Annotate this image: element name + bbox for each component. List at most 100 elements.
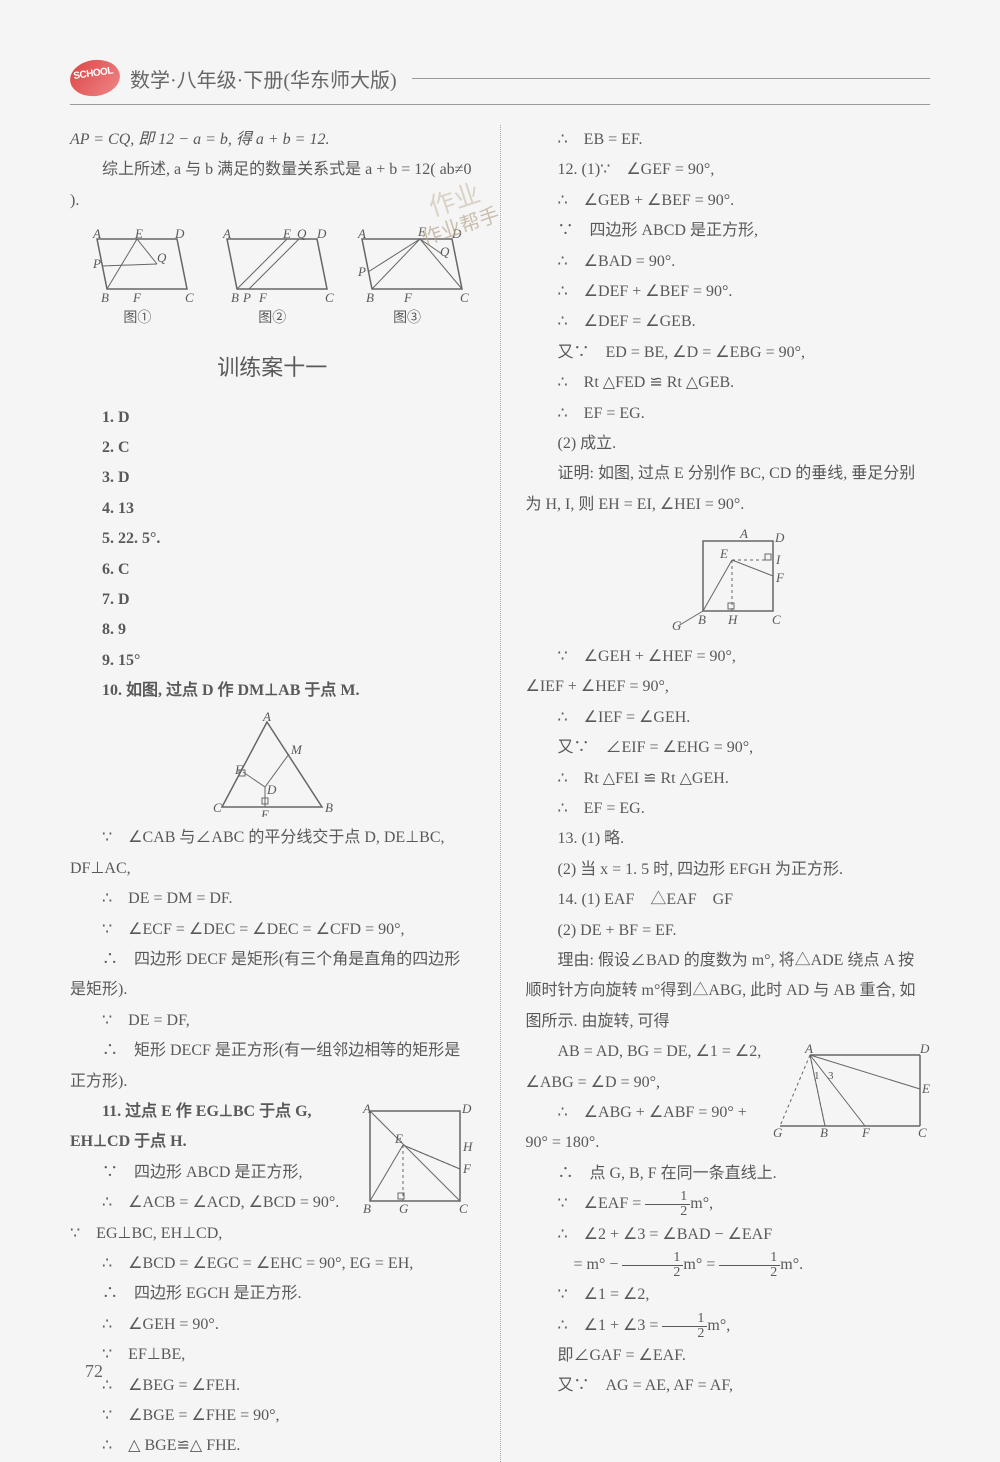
r-mid-3: 又∵ ∠EIF = ∠EHG = 90°, — [526, 733, 931, 763]
svg-text:B: B — [698, 612, 706, 627]
r-mid-10: 理由: 假设∠BAD 的度数为 m°, 将△ADE 绕点 A 按顺时针方向旋转 … — [526, 946, 931, 1037]
answer-8: 8. 9 — [70, 615, 475, 645]
p11-line-8: ∵ ∠BGE = ∠FHE = 90°, — [70, 1401, 475, 1431]
r-mid-6: 13. (1) 略. — [526, 824, 931, 854]
parallelogram-3-svg: A E D Q P B F C — [342, 224, 472, 304]
svg-text:A: A — [362, 1101, 371, 1116]
svg-text:B: B — [363, 1201, 371, 1216]
r-mid-1: ∠IEF + ∠HEF = 90°, — [526, 672, 931, 702]
svg-text:D: D — [919, 1041, 930, 1056]
svg-text:C: C — [459, 1201, 468, 1216]
left-line-1: AP = CQ, 即 12 − a = b, 得 a + b = 12. — [70, 125, 475, 155]
svg-text:Q: Q — [297, 226, 307, 241]
svg-text:E: E — [719, 546, 728, 561]
svg-text:E: E — [394, 1131, 403, 1146]
svg-text:3: 3 — [828, 1070, 834, 1082]
column-divider — [500, 125, 501, 1462]
svg-text:Q: Q — [157, 250, 167, 265]
header-title: 数学·八年级·下册(华东师大版) — [130, 64, 397, 93]
svg-text:E: E — [282, 226, 291, 241]
page-header: 数学·八年级·下册(华东师大版) — [70, 60, 930, 105]
svg-text:D: D — [774, 530, 785, 545]
answer-1: 1. D — [70, 403, 475, 433]
answer-10: 10. 如图, 过点 D 作 DM⊥AB 于点 M. — [70, 676, 475, 706]
svg-text:H: H — [462, 1139, 473, 1154]
r-mid-5: ∴ EF = EG. — [526, 794, 931, 824]
svg-text:A: A — [92, 226, 101, 241]
svg-text:F: F — [403, 290, 413, 304]
svg-text:E: E — [260, 807, 269, 817]
header-rule — [412, 78, 930, 79]
p10-line-3: ∴ 四边形 DECF 是矩形(有三个角是直角的四边形是矩形). — [70, 945, 475, 1006]
p10-line-4: ∵ DE = DF, — [70, 1006, 475, 1036]
svg-text:F: F — [462, 1161, 472, 1176]
p11-line-2: ∵ EG⊥BC, EH⊥CD, — [70, 1219, 475, 1249]
r-eq-3: = m° − 12m° = 12m°. — [526, 1250, 931, 1280]
svg-text:C: C — [185, 290, 194, 304]
svg-text:C: C — [772, 612, 781, 627]
svg-text:E: E — [417, 224, 426, 239]
p11-line-7: ∴ ∠BEG = ∠FEH. — [70, 1371, 475, 1401]
svg-text:A: A — [262, 712, 271, 724]
content-columns: AP = CQ, 即 12 − a = b, 得 a + b = 12. 综上所… — [70, 125, 930, 1462]
r-top-1: 12. (1)∵ ∠GEF = 90°, — [526, 155, 931, 185]
r-top-3: ∵ 四边形 ABCD 是正方形, — [526, 216, 931, 246]
p11-line-4: ∴ 四边形 EGCH 是正方形. — [70, 1279, 475, 1309]
r-mid-7: (2) 当 x = 1. 5 时, 四边形 EFGH 为正方形. — [526, 855, 931, 885]
svg-text:F: F — [258, 290, 268, 304]
svg-text:B: B — [101, 290, 109, 304]
p10-line-5: ∴ 矩形 DECF 是正方形(有一组邻边相等的矩形是正方形). — [70, 1036, 475, 1097]
svg-text:D: D — [461, 1101, 472, 1116]
r-mid-8: 14. (1) EAF △EAF GF — [526, 885, 931, 915]
r-bot-2: ∴ 点 G, B, F 在同一条直线上. — [526, 1159, 931, 1189]
svg-text:B: B — [325, 800, 333, 815]
svg-text:A: A — [804, 1041, 813, 1056]
r-mid-4: ∴ Rt △FEI ≌ Rt △GEH. — [526, 764, 931, 794]
figure-3-label: 图③ — [340, 306, 475, 333]
r-top-7: 又∵ ED = BE, ∠D = ∠EBG = 90°, — [526, 338, 931, 368]
parallelogram-2-svg: A E Q D B P F C — [207, 224, 337, 304]
svg-text:1: 1 — [814, 1070, 820, 1082]
q12-figure: A D E I F G B H C — [658, 526, 798, 636]
svg-text:D: D — [316, 226, 327, 241]
figure-3: A E D Q P B F C 图③ — [340, 224, 475, 333]
right-column: ∴ EB = EF. 12. (1)∵ ∠GEF = 90°, ∴ ∠GEB +… — [526, 125, 931, 1462]
left-column: AP = CQ, 即 12 − a = b, 得 a + b = 12. 综上所… — [70, 125, 475, 1462]
svg-text:F: F — [861, 1125, 871, 1140]
r-top-2: ∴ ∠GEB + ∠BEF = 90°. — [526, 186, 931, 216]
svg-text:G: G — [399, 1201, 409, 1216]
svg-text:C: C — [213, 800, 222, 815]
r-mid-2: ∴ ∠IEF = ∠GEH. — [526, 703, 931, 733]
r-eq-7: 又∵ AG = AE, AF = AF, — [526, 1371, 931, 1401]
r-top-4: ∴ ∠BAD = 90°. — [526, 247, 931, 277]
svg-text:D: D — [174, 226, 185, 241]
p11-line-9: ∴ △ BGE≌△ FHE. — [70, 1431, 475, 1461]
p10-line-1: ∴ DE = DM = DF. — [70, 884, 475, 914]
svg-text:C: C — [460, 290, 469, 304]
section-title: 训练案十一 — [70, 347, 475, 389]
answer-7: 7. D — [70, 585, 475, 615]
svg-text:P: P — [242, 290, 251, 304]
svg-text:C: C — [918, 1125, 927, 1140]
page-number: 72 — [85, 1361, 103, 1382]
figure-2: A E Q D B P F C 图② — [205, 224, 340, 333]
answer-3: 3. D — [70, 463, 475, 493]
r-eq-1: ∵ ∠EAF = 12m°, — [526, 1189, 931, 1219]
q14-figure: A D E G B F C 1 3 — [770, 1041, 930, 1141]
r-top-11: 证明: 如图, 过点 E 分别作 BC, CD 的垂线, 垂足分别为 H, I,… — [526, 459, 931, 520]
r-top-6: ∴ ∠DEF = ∠GEB. — [526, 307, 931, 337]
answer-4: 4. 13 — [70, 494, 475, 524]
svg-text:G: G — [773, 1125, 783, 1140]
r-top-5: ∴ ∠DEF + ∠BEF = 90°. — [526, 277, 931, 307]
school-logo — [68, 57, 123, 100]
p11-line-3: ∴ ∠BCD = ∠EGC = ∠EHC = 90°, EG = EH, — [70, 1249, 475, 1279]
svg-text:F: F — [234, 762, 244, 777]
svg-text:G: G — [672, 618, 682, 633]
p11-line-6: ∵ EF⊥BE, — [70, 1340, 475, 1370]
r-mid-9: (2) DE + BF = EF. — [526, 916, 931, 946]
svg-text:F: F — [132, 290, 142, 304]
p10-line-0: ∵ ∠CAB 与∠ABC 的平分线交于点 D, DE⊥BC, DF⊥AC, — [70, 823, 475, 884]
q11-figure: A D E H F B G C — [355, 1101, 475, 1221]
r-eq-2: ∴ ∠2 + ∠3 = ∠BAD − ∠EAF — [526, 1220, 931, 1250]
q10-figure: A M F D C E B — [197, 712, 347, 817]
